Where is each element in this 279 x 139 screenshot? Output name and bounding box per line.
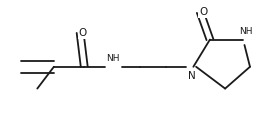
Text: NH: NH (107, 54, 120, 63)
Text: NH: NH (239, 27, 252, 36)
Text: O: O (199, 7, 207, 17)
Text: N: N (188, 71, 196, 81)
Text: O: O (79, 28, 87, 38)
